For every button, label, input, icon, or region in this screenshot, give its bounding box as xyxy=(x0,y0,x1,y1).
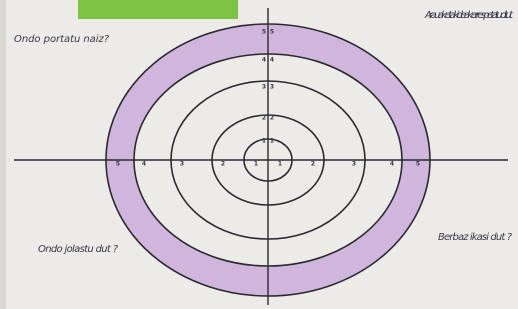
question-label: Berbaz ikasi dut ? xyxy=(438,232,513,243)
scale-number: 1 xyxy=(270,138,274,145)
scale-number: 1 xyxy=(278,161,282,168)
scale-number: 5 xyxy=(416,161,420,168)
scale-number: 4 xyxy=(390,161,394,168)
scale-number: 2 xyxy=(221,161,225,168)
green-tape xyxy=(78,0,238,19)
scale-number: 5 xyxy=(116,161,120,168)
scale-number: 4 xyxy=(142,161,146,168)
scale-number: 3 xyxy=(352,161,356,168)
scale-number: 5 xyxy=(262,29,266,36)
scale-number: 2 xyxy=(262,115,266,122)
scale-number: 1 xyxy=(254,161,258,168)
scale-number: 3 xyxy=(270,84,274,91)
question-label: Arauak eta kideak errespetatu ditut xyxy=(424,10,514,21)
scale-number: 3 xyxy=(180,161,184,168)
scale-number: 2 xyxy=(270,115,274,122)
scale-number: 5 xyxy=(270,29,274,36)
scale-number: 2 xyxy=(311,161,315,168)
scale-number: 3 xyxy=(262,84,266,91)
question-label: Ondo portatu naiz? xyxy=(14,34,110,45)
scene: Ondo portatu naiz? Arauak eta kideak err… xyxy=(0,0,518,309)
scale-number: 4 xyxy=(270,57,274,64)
scale-number: 1 xyxy=(262,138,266,145)
question-label: Ondo jolastu dut ? xyxy=(38,244,119,255)
scale-number: 4 xyxy=(262,57,266,64)
